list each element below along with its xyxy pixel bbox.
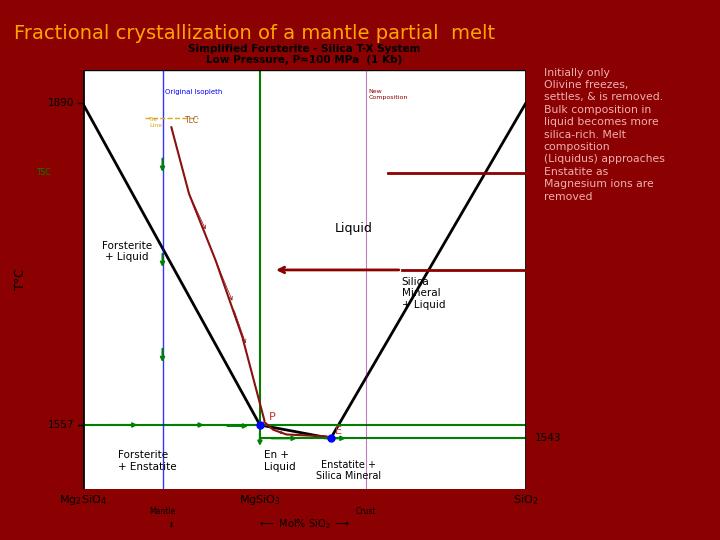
- Text: Original Isopleth: Original Isopleth: [165, 89, 222, 95]
- Text: P: P: [269, 412, 276, 422]
- Text: TSC: TSC: [37, 168, 52, 177]
- Text: TLC: TLC: [184, 116, 199, 125]
- Text: SiO$_2$: SiO$_2$: [513, 493, 538, 507]
- Text: En +
Liquid: En + Liquid: [264, 450, 296, 471]
- Text: Enstatite +
Silica Mineral: Enstatite + Silica Mineral: [316, 460, 381, 481]
- Text: MgSiO$_3$: MgSiO$_3$: [239, 493, 281, 507]
- Text: Fractional crystallization of a mantle partial  melt: Fractional crystallization of a mantle p…: [14, 24, 495, 43]
- Text: Crust: Crust: [356, 508, 377, 516]
- Text: Mg$_2$SiO$_4$: Mg$_2$SiO$_4$: [59, 493, 107, 507]
- Text: Liquid: Liquid: [336, 222, 373, 235]
- Text: 1543: 1543: [534, 433, 561, 443]
- Text: $\longleftarrow$ Mol% SiO$_2$ $\longrightarrow$: $\longleftarrow$ Mol% SiO$_2$ $\longrigh…: [258, 517, 350, 531]
- Text: T$\degree$C: T$\degree$C: [14, 267, 27, 292]
- Text: E: E: [336, 426, 342, 436]
- Text: Tie
Line: Tie Line: [149, 118, 162, 129]
- Text: 1557: 1557: [48, 420, 74, 430]
- Text: Initially only
Olivine freezes,
settles, & is removed.
Bulk composition in
liqui: Initially only Olivine freezes, settles,…: [544, 68, 665, 201]
- Text: Forsterite
+ Liquid: Forsterite + Liquid: [102, 241, 152, 262]
- Text: Forsterite
+ Enstatite: Forsterite + Enstatite: [118, 450, 177, 471]
- Text: New
Composition: New Composition: [369, 89, 408, 100]
- Text: Silica
Mineral
+ Liquid: Silica Mineral + Liquid: [402, 277, 445, 310]
- Text: Mantle: Mantle: [149, 508, 176, 516]
- Text: Simplified Forsterite - Silica T-X System
Low Pressure, P=100 MPa  (1 Kb): Simplified Forsterite - Silica T-X Syste…: [188, 44, 420, 65]
- Text: 1890: 1890: [48, 98, 74, 109]
